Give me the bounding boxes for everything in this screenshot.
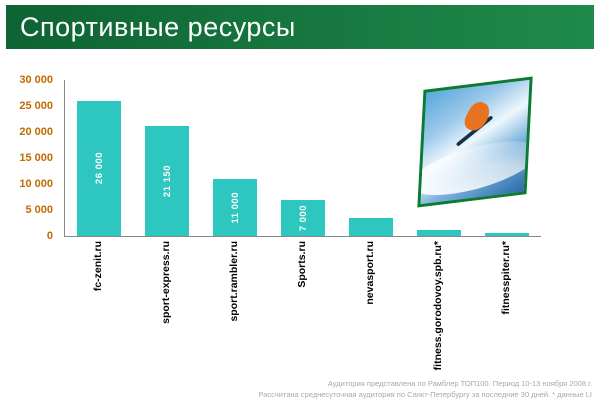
category-column: fc-zenit.ru bbox=[64, 241, 132, 391]
category-column: nevasport.ru bbox=[336, 241, 404, 391]
category-label: sport.rambler.ru bbox=[228, 241, 240, 322]
labels-row: fc-zenit.ru sport-express.ru sport.rambler… bbox=[64, 241, 540, 391]
bar-column: 26 000 bbox=[65, 80, 133, 236]
ski-photo bbox=[417, 76, 533, 208]
page-title: Спортивные ресурсы bbox=[20, 11, 296, 42]
category-column: sport-express.ru bbox=[132, 241, 200, 391]
bar-value-label: 26 000 bbox=[93, 152, 105, 185]
category-label: sport-express.ru bbox=[160, 241, 172, 324]
footer-notes: Аудитория представлена по Рамблер ТОП100… bbox=[258, 379, 592, 400]
y-tick-label: 20 000 bbox=[19, 126, 53, 138]
category-column: Sports.ru bbox=[268, 241, 336, 391]
category-label: fc-zenit.ru bbox=[92, 241, 104, 292]
bar: 21 150 bbox=[145, 126, 189, 236]
bar-chart: 26 000 21 150 11 000 7 000 bbox=[64, 80, 541, 237]
bar bbox=[349, 218, 393, 236]
bar-column bbox=[337, 80, 405, 236]
y-axis: 30 000 25 000 20 000 15 000 10 000 5 000 0 bbox=[0, 74, 58, 242]
bar-column: 7 000 bbox=[269, 80, 337, 236]
header-banner: Спортивные ресурсы bbox=[6, 5, 594, 52]
bar bbox=[417, 230, 461, 236]
y-tick-label: 5 000 bbox=[25, 204, 53, 216]
footer-note-1: Аудитория представлена по Рамблер ТОП100… bbox=[327, 379, 592, 388]
y-tick-label: 25 000 bbox=[19, 100, 53, 112]
bar-column bbox=[473, 80, 541, 236]
bar: 11 000 bbox=[213, 179, 257, 236]
bars-row: 26 000 21 150 11 000 7 000 bbox=[65, 80, 541, 236]
category-label: Sports.ru bbox=[296, 241, 308, 288]
bar-column: 21 150 bbox=[133, 80, 201, 236]
category-column: fitness.gorodovoy.spb.ru* bbox=[404, 241, 472, 391]
bar: 26 000 bbox=[77, 101, 121, 236]
bar bbox=[485, 233, 529, 236]
y-tick-label: 15 000 bbox=[19, 152, 53, 164]
bar-column: 11 000 bbox=[201, 80, 269, 236]
footer-note-2: Рассчитана среднесуточная аудитория по С… bbox=[258, 389, 592, 399]
category-column: fitnesspiter.ru* bbox=[472, 241, 540, 391]
category-column: sport.rambler.ru bbox=[200, 241, 268, 391]
bar-value-label: 21 150 bbox=[161, 164, 173, 198]
bar-value-label: 11 000 bbox=[229, 191, 241, 224]
category-label: nevasport.ru bbox=[364, 241, 376, 305]
category-label: fitness.gorodovoy.spb.ru* bbox=[432, 241, 444, 371]
category-label: fitnesspiter.ru* bbox=[500, 241, 512, 315]
bar-value-label: 7 000 bbox=[297, 204, 309, 232]
snow-spray bbox=[417, 130, 533, 206]
y-tick-label: 10 000 bbox=[19, 178, 53, 190]
y-tick-label: 0 bbox=[46, 230, 53, 242]
y-tick-label: 30 000 bbox=[19, 74, 53, 86]
bar-column bbox=[405, 80, 473, 236]
bar: 7 000 bbox=[281, 200, 325, 236]
